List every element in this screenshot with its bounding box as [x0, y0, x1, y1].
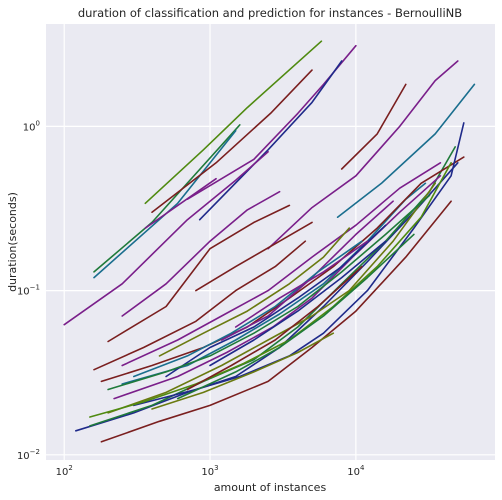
series-line-28	[165, 224, 387, 378]
series-line-13	[107, 204, 291, 343]
series-line-5	[144, 177, 217, 229]
x-tick-label: 102	[56, 464, 73, 478]
series-line-33	[107, 194, 431, 391]
series-line-18	[113, 175, 442, 400]
series-line-16	[100, 200, 452, 443]
series-line-35	[209, 240, 387, 367]
series-line-34	[195, 221, 313, 292]
x-tick-label: 104	[347, 464, 365, 478]
series-line-2	[93, 124, 241, 273]
series-line-7	[198, 60, 343, 221]
series-line-10	[340, 83, 407, 170]
series-line-25	[158, 227, 350, 357]
series-line-29	[186, 265, 363, 391]
series-line-24	[93, 240, 307, 371]
series-line-3	[93, 130, 237, 279]
series-line-26	[176, 233, 415, 400]
series-line-30	[151, 332, 335, 410]
series-line-8	[267, 60, 459, 250]
series-line-9	[336, 83, 476, 218]
series-line-11	[63, 151, 269, 326]
x-tick-label: 103	[201, 464, 218, 478]
plot-background	[46, 24, 495, 460]
series-group	[63, 40, 476, 443]
series-line-4	[151, 69, 313, 213]
series-line-1	[144, 40, 323, 205]
y-axis-label: duration(seconds)	[6, 192, 19, 292]
chart-title: duration of classification and predictio…	[78, 6, 462, 20]
series-line-31	[133, 240, 363, 378]
series-line-23	[121, 162, 442, 367]
tick-labels: 102 103 104 10−2 10−1 100	[17, 119, 365, 478]
series-line-21	[133, 122, 465, 407]
x-axis-label: amount of instances	[214, 481, 327, 494]
y-tick-label: 10−1	[17, 284, 40, 298]
y-tick-label: 10−2	[17, 448, 40, 462]
series-line-12	[121, 190, 281, 317]
y-tick-label: 100	[23, 119, 40, 133]
series-line-32	[234, 240, 369, 328]
